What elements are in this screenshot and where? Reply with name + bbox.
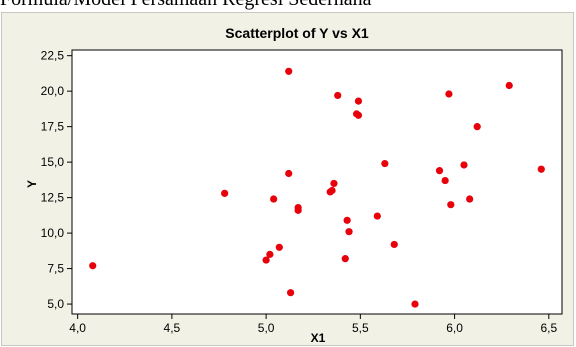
data-point	[270, 195, 278, 203]
data-point	[262, 256, 270, 264]
y-tick-label: 20,0	[41, 84, 65, 98]
data-point	[435, 167, 444, 175]
x-tick-label: 5,5	[352, 321, 369, 335]
data-point	[460, 161, 468, 169]
data-point	[343, 216, 351, 224]
data-point	[466, 195, 474, 203]
data-point	[89, 262, 97, 270]
header-text: Formula/Model Persamaan Regresi Sederhan…	[0, 0, 372, 11]
y-tick-label: 10,0	[41, 226, 65, 240]
data-point	[287, 289, 295, 297]
data-point	[373, 212, 381, 220]
data-point	[505, 81, 513, 90]
data-point	[330, 179, 338, 188]
y-tick-label: 17,5	[41, 120, 65, 134]
data-point	[328, 186, 336, 195]
data-point	[275, 243, 283, 251]
chart-title: Scatterplot of Y vs X1	[225, 25, 369, 41]
data-point	[221, 189, 229, 197]
y-axis-label: Y	[25, 180, 39, 188]
data-point	[345, 228, 353, 236]
y-tick-label: 22,5	[41, 49, 65, 63]
data-point	[285, 67, 293, 75]
plot-area	[71, 49, 563, 315]
y-tick-label: 7,5	[47, 262, 64, 276]
data-point	[441, 176, 449, 185]
data-point	[537, 165, 545, 173]
x-tick-label: 5,0	[258, 321, 275, 335]
x-tick-label: 6,0	[446, 321, 463, 335]
x-tick-label: 4,5	[164, 321, 181, 335]
data-point	[354, 111, 363, 119]
data-point	[341, 255, 349, 263]
x-tick-label: 4,0	[69, 321, 86, 335]
y-tick-label: 12,5	[41, 191, 65, 205]
data-point	[447, 201, 455, 209]
data-point	[266, 250, 274, 258]
data-points	[89, 67, 545, 308]
axis-ticks: 4,0 4,5 5,0 5,5 6,0 6,5 5,0 7,5 10,0 12,5 15,0 17,5…	[41, 49, 558, 335]
x-axis-label: X1	[311, 331, 326, 345]
data-point	[411, 300, 419, 308]
data-point	[390, 240, 398, 249]
data-point	[381, 159, 389, 168]
data-point	[294, 206, 302, 214]
data-point	[473, 123, 481, 131]
data-point	[354, 97, 363, 105]
x-tick-label: 6,5	[540, 321, 557, 335]
data-point	[445, 90, 453, 98]
data-point	[285, 169, 293, 178]
data-point	[334, 91, 342, 100]
y-tick-label: 5,0	[47, 297, 64, 311]
y-tick-label: 15,0	[41, 155, 65, 169]
